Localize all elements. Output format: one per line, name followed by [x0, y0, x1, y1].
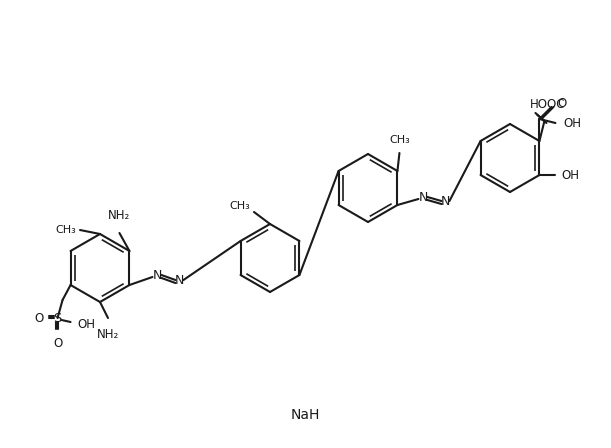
Text: CH₃: CH₃: [55, 225, 76, 235]
Text: N: N: [175, 273, 184, 287]
Text: NH₂: NH₂: [97, 328, 119, 341]
Text: NaH: NaH: [290, 408, 320, 422]
Text: OH: OH: [78, 318, 95, 331]
Text: CH₃: CH₃: [229, 201, 250, 211]
Text: NH₂: NH₂: [108, 209, 131, 222]
Text: O: O: [34, 311, 43, 324]
Text: S: S: [53, 311, 62, 324]
Text: CH₃: CH₃: [389, 135, 410, 145]
Text: N: N: [419, 190, 428, 203]
Text: OH: OH: [562, 168, 579, 181]
Text: OH: OH: [563, 116, 582, 129]
Text: O: O: [53, 337, 62, 350]
Text: HOOC: HOOC: [530, 98, 565, 111]
Text: N: N: [441, 194, 450, 207]
Text: N: N: [153, 268, 162, 281]
Text: O: O: [557, 96, 566, 109]
